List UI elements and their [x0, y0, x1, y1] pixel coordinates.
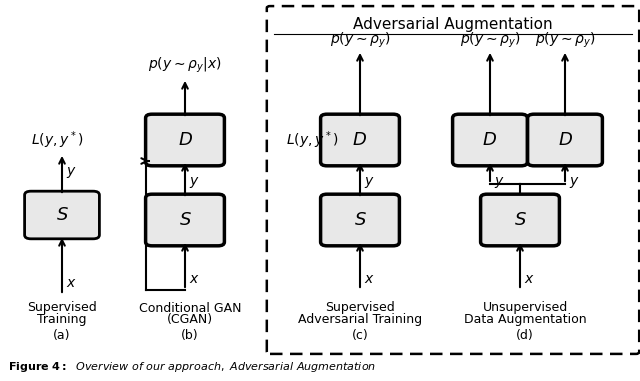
FancyBboxPatch shape: [146, 114, 225, 166]
Text: $L(y,y^*)$: $L(y,y^*)$: [285, 129, 339, 151]
Text: $y$: $y$: [569, 176, 579, 190]
Text: $y$: $y$: [493, 176, 504, 190]
Text: (b): (b): [181, 330, 199, 343]
Text: Data Augmentation: Data Augmentation: [464, 314, 586, 327]
Text: Unsupervised: Unsupervised: [483, 301, 568, 314]
Text: $x$: $x$: [524, 272, 534, 286]
Text: $D$: $D$: [353, 131, 367, 149]
FancyBboxPatch shape: [24, 191, 99, 239]
FancyBboxPatch shape: [481, 194, 559, 246]
FancyBboxPatch shape: [146, 194, 225, 246]
Text: $D$: $D$: [483, 131, 497, 149]
Text: $L(y,y^*)$: $L(y,y^*)$: [31, 129, 83, 151]
FancyBboxPatch shape: [321, 194, 399, 246]
Text: Supervised: Supervised: [325, 301, 395, 314]
Text: (a): (a): [53, 330, 71, 343]
Text: (d): (d): [516, 330, 534, 343]
Text: $p(y \sim \rho_y)$: $p(y \sim \rho_y)$: [330, 30, 390, 50]
Text: $S$: $S$: [179, 211, 191, 229]
Text: (CGAN): (CGAN): [167, 314, 213, 327]
Text: Training: Training: [37, 314, 87, 327]
Text: $y$: $y$: [66, 165, 76, 181]
Text: $x$: $x$: [364, 272, 374, 286]
Text: $p(y \sim \rho_y)$: $p(y \sim \rho_y)$: [460, 30, 520, 50]
Text: $S$: $S$: [353, 211, 367, 229]
Text: Adversarial Training: Adversarial Training: [298, 314, 422, 327]
Text: $S$: $S$: [56, 206, 68, 224]
Text: $D$: $D$: [177, 131, 193, 149]
Text: $\mathbf{Figure\ 4:}$  $\mathit{Overview\ of\ our\ approach,\ Adversarial\ Augme: $\mathbf{Figure\ 4:}$ $\mathit{Overview\…: [8, 360, 376, 374]
FancyBboxPatch shape: [527, 114, 602, 166]
FancyBboxPatch shape: [321, 114, 399, 166]
Text: (c): (c): [351, 330, 369, 343]
FancyBboxPatch shape: [452, 114, 527, 166]
Text: Adversarial Augmentation: Adversarial Augmentation: [353, 16, 553, 32]
Text: $D$: $D$: [557, 131, 573, 149]
Text: Conditional GAN: Conditional GAN: [139, 301, 241, 314]
Text: $x$: $x$: [189, 272, 199, 286]
Text: $p(y \sim \rho_y)$: $p(y \sim \rho_y)$: [534, 30, 595, 50]
Text: $S$: $S$: [513, 211, 527, 229]
Text: Supervised: Supervised: [27, 301, 97, 314]
Text: $y$: $y$: [189, 176, 199, 190]
Text: $x$: $x$: [66, 276, 76, 290]
Text: $y$: $y$: [364, 176, 374, 190]
Text: $p(y \sim \rho_y|x)$: $p(y \sim \rho_y|x)$: [148, 55, 222, 75]
